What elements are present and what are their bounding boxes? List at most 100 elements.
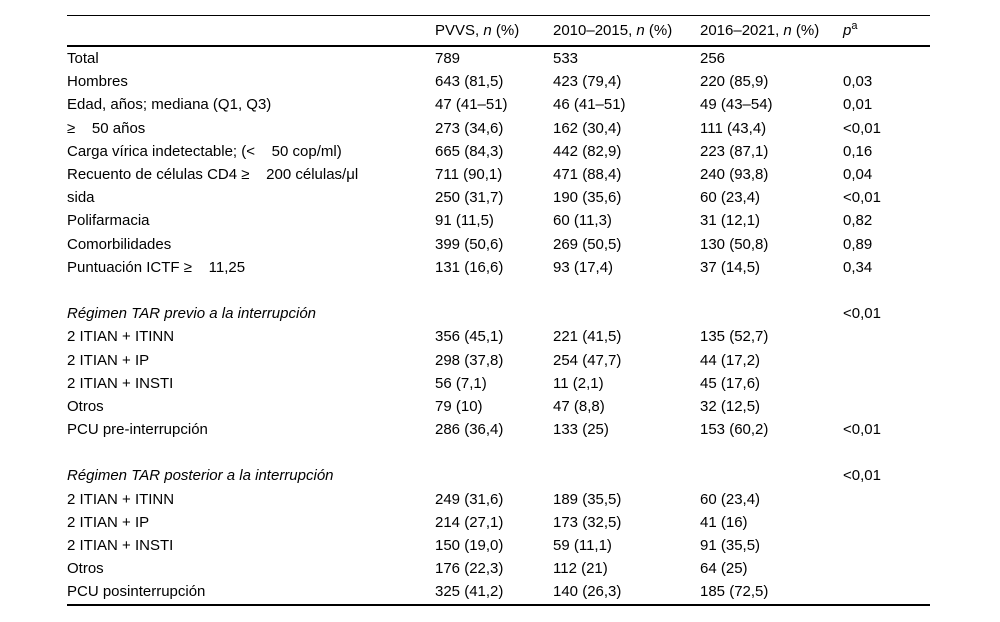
value-cell: 112 (21) — [553, 560, 608, 578]
value-cell: 140 (26,3) — [553, 583, 622, 601]
value-cell: 31 (12,1) — [700, 212, 761, 230]
value-cell: 176 (22,3) — [435, 560, 504, 578]
table-row: 2 ITIAN + INSTI 150 (19,0) 59 (11,1) 91 (35… — [67, 534, 930, 557]
value-cell: 0,03 — [843, 73, 873, 91]
value-cell: 240 (93,8) — [700, 166, 769, 184]
header-text: 2016–2021, — [700, 22, 784, 39]
row-label: Carga vírica indetectable; (< 50 cop/ml) — [67, 142, 342, 160]
table-row: 2 ITIAN + ITINN 356 (45,1) 221 (41,5) 135 (… — [67, 325, 930, 348]
value-cell: 131 (16,6) — [435, 258, 504, 276]
row-label: 2 ITIAN + IP — [67, 513, 150, 531]
table-row: Comorbilidades 399 (50,6) 269 (50,5) 130 (5… — [67, 233, 930, 256]
value-cell: 442 (82,9) — [553, 142, 622, 160]
value-cell: 46 (41–51) — [553, 96, 626, 114]
value-cell: 47 (41–51) — [435, 96, 508, 114]
value-cell: 533 — [553, 50, 579, 68]
row-label: sida — [67, 189, 95, 207]
value-cell — [843, 557, 930, 580]
value-cell: 0,01 — [843, 96, 873, 114]
value-cell — [843, 395, 930, 418]
row-label: 2 ITIAN + IP — [67, 351, 150, 369]
value-cell: 37 (14,5) — [700, 258, 761, 276]
row-label: PCU posinterrupción — [67, 583, 206, 601]
value-cell — [553, 464, 700, 487]
value-cell: 223 (87,1) — [700, 142, 769, 160]
value-cell — [843, 534, 930, 557]
value-cell — [843, 488, 930, 511]
table-row: Hombres 643 (81,5) 423 (79,4) 220 (85,9) 0,0… — [67, 70, 930, 93]
table-row: Polifarmacia 91 (11,5) 60 (11,3) 31 (12,1) 0… — [67, 209, 930, 232]
column-header-pvalue: pa — [843, 16, 930, 47]
row-label: Otros — [67, 397, 104, 415]
table-row: Edad, años; mediana (Q1, Q3) 47 (41–51) 46… — [67, 93, 930, 116]
header-text: p — [843, 22, 852, 39]
header-row: PVVS, n (%) 2010–2015, n (%) 2016–2021, n … — [67, 15, 930, 47]
column-header-label — [67, 16, 435, 47]
value-cell: 44 (17,2) — [700, 351, 761, 369]
value-cell: 0,16 — [843, 142, 873, 160]
value-cell: 150 (19,0) — [435, 537, 504, 555]
value-cell: 56 (7,1) — [435, 374, 487, 392]
value-cell: 133 (25) — [553, 421, 609, 439]
value-cell: 471 (88,4) — [553, 166, 622, 184]
table-row: sida 250 (31,7) 190 (35,6) 60 (23,4) <0,01 — [67, 186, 930, 209]
value-cell: 325 (41,2) — [435, 583, 504, 601]
column-header-pvvs: PVVS, n (%) — [435, 16, 553, 47]
table-row: ≥ 50 años 273 (34,6) 162 (30,4) 111 (43,4) <… — [67, 117, 930, 140]
value-cell: 11 (2,1) — [553, 374, 604, 392]
value-cell — [843, 325, 930, 348]
table-row: Recuento de células CD4 ≥ 200 células/μl… — [67, 163, 930, 186]
value-cell: 254 (47,7) — [553, 351, 622, 369]
spacer-row — [67, 279, 930, 302]
value-cell — [435, 464, 553, 487]
value-cell — [843, 348, 930, 371]
value-cell: 93 (17,4) — [553, 258, 614, 276]
value-cell: 32 (12,5) — [700, 397, 761, 415]
value-cell: 220 (85,9) — [700, 73, 769, 91]
value-cell: 189 (35,5) — [553, 490, 622, 508]
value-cell: 41 (16) — [700, 513, 748, 531]
table-row: Otros 79 (10) 47 (8,8) 32 (12,5) — [67, 395, 930, 418]
row-label: ≥ 50 años — [67, 119, 146, 137]
spacer-row — [67, 441, 930, 464]
table-row: Total 789 533 256 — [67, 46, 930, 70]
value-cell: 79 (10) — [435, 397, 483, 415]
value-cell: 91 (11,5) — [435, 212, 494, 230]
header-text: n — [483, 22, 492, 39]
value-cell: 162 (30,4) — [553, 119, 622, 137]
value-cell: 111 (43,4) — [700, 119, 767, 137]
row-label: Edad, años; mediana (Q1, Q3) — [67, 96, 272, 114]
value-cell — [843, 372, 930, 395]
table-row: PCU posinterrupción 325 (41,2) 140 (26,3) 1… — [67, 580, 930, 604]
value-cell: 60 (23,4) — [700, 189, 761, 207]
value-cell — [843, 511, 930, 534]
value-cell: 665 (84,3) — [435, 142, 504, 160]
value-cell: 250 (31,7) — [435, 189, 504, 207]
value-cell — [843, 46, 930, 70]
header-text: n — [636, 22, 645, 39]
value-cell: 59 (11,1) — [553, 537, 612, 555]
row-label: Comorbilidades — [67, 235, 172, 253]
row-label: Polifarmacia — [67, 212, 150, 230]
table-row: 2 ITIAN + IP 214 (27,1) 173 (32,5) 41 (16) — [67, 511, 930, 534]
value-cell: 423 (79,4) — [553, 73, 622, 91]
value-cell: 0,34 — [843, 258, 873, 276]
row-label: 2 ITIAN + INSTI — [67, 537, 174, 555]
table-row: 2 ITIAN + ITINN 249 (31,6) 189 (35,5) 60 (2… — [67, 488, 930, 511]
value-cell: 130 (50,8) — [700, 235, 769, 253]
row-label: 2 ITIAN + ITINN — [67, 328, 175, 346]
results-table: PVVS, n (%) 2010–2015, n (%) 2016–2021, n … — [67, 15, 930, 606]
row-label: Recuento de células CD4 ≥ 200 células/μl — [67, 166, 359, 184]
table-row: 2 ITIAN + IP 298 (37,8) 254 (47,7) 44 (17,2… — [67, 348, 930, 371]
table-row: PCU pre-interrupción 286 (36,4) 133 (25) 15… — [67, 418, 930, 441]
header-text: n — [783, 22, 792, 39]
value-cell: 45 (17,6) — [700, 374, 761, 392]
footnote-marker: a — [851, 20, 858, 32]
value-cell: <0,01 — [843, 119, 881, 137]
value-cell: 269 (50,5) — [553, 235, 622, 253]
row-label: Régimen TAR posterior a la interrupción — [67, 467, 334, 485]
value-cell: 711 (90,1) — [435, 166, 503, 184]
value-cell: 256 — [700, 50, 726, 68]
value-cell: 64 (25) — [700, 560, 748, 578]
value-cell: <0,01 — [843, 305, 881, 323]
